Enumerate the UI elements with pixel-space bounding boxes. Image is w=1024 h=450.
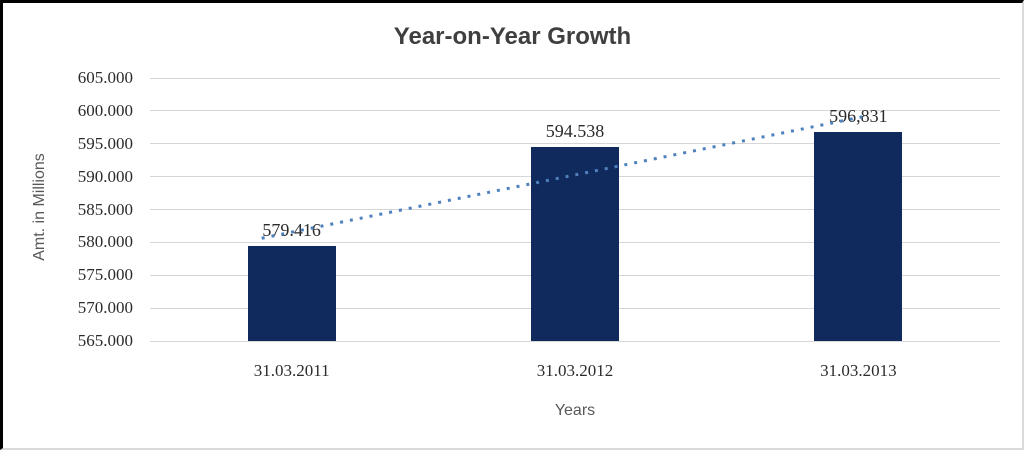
bar <box>531 146 619 341</box>
gridline <box>150 110 1000 112</box>
y-tick-label: 570.000 <box>77 298 133 318</box>
y-tick-label: 565.000 <box>77 331 133 350</box>
bar <box>814 131 903 341</box>
x-tick-label: 31.03.2012 <box>536 361 614 380</box>
y-tick-label: 605.000 <box>77 68 133 87</box>
x-tick-label: 31.03.2013 <box>820 361 897 380</box>
x-tick-label: 31.03.2011 <box>253 361 330 380</box>
chart-title: Year-on-Year Growth <box>393 23 632 50</box>
y-tick-label: 595.000 <box>77 133 133 153</box>
bar-value-label: 594.538 <box>545 120 605 141</box>
y-tick-label: 600.000 <box>77 100 133 120</box>
x-axis-title: Years <box>554 402 596 419</box>
plot-area: 605.000 600.000 595.000 590.000 585.000 580.0… <box>3 3 1022 448</box>
y-tick-label: 575.000 <box>77 265 133 285</box>
gridline <box>150 77 1000 79</box>
bar <box>247 246 336 341</box>
y-tick-label: 580.000 <box>77 232 133 252</box>
gridline <box>150 340 1000 342</box>
y-tick-label: 590.000 <box>77 166 133 186</box>
bar-value-label: 596,831 <box>829 105 888 126</box>
y-tick-label: 585.000 <box>77 199 133 219</box>
bar-value-label: 579.416 <box>262 220 321 241</box>
